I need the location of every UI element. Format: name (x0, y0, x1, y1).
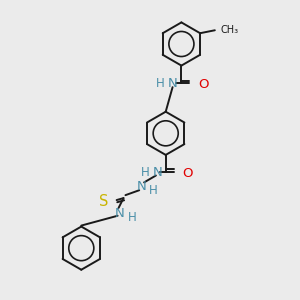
Text: N: N (115, 207, 124, 220)
Text: N: N (136, 180, 146, 193)
Text: H: H (141, 166, 150, 178)
Text: O: O (182, 167, 193, 180)
Text: N: N (153, 166, 163, 178)
Text: O: O (198, 78, 208, 91)
Text: CH₃: CH₃ (221, 25, 239, 35)
Text: H: H (149, 184, 158, 197)
Text: H: H (156, 77, 165, 90)
Text: S: S (99, 194, 109, 209)
Text: N: N (168, 77, 177, 90)
Text: H: H (128, 211, 136, 224)
